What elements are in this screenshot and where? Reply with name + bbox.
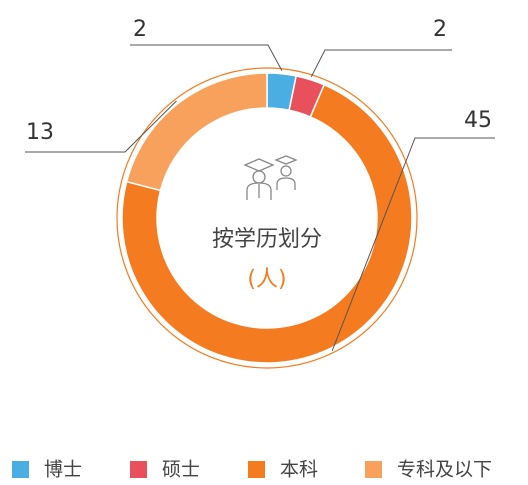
slice	[125, 72, 268, 192]
center-title: 按学历划分	[212, 227, 322, 252]
outer-ring	[116, 67, 418, 369]
data-label: 13	[26, 120, 54, 145]
data-label: 45	[464, 108, 492, 133]
legend-swatch	[130, 461, 147, 478]
data-label: 2	[133, 17, 147, 42]
legend-label: 本科	[280, 459, 318, 481]
leader-line	[310, 49, 452, 78]
legend-swatch	[248, 461, 265, 478]
leader-line	[25, 100, 177, 153]
legend-swatch	[365, 461, 382, 478]
legend-label: 专科及以下	[397, 459, 492, 481]
legend-swatch	[12, 461, 29, 478]
leader-line	[331, 137, 495, 352]
center-unit: (人)	[247, 267, 286, 292]
slice	[121, 83, 413, 364]
legend-label: 硕士	[162, 459, 200, 481]
leader-line	[130, 44, 283, 71]
center-icon	[243, 155, 298, 200]
data-label: 2	[433, 17, 447, 42]
legend-label: 博士	[44, 459, 82, 481]
